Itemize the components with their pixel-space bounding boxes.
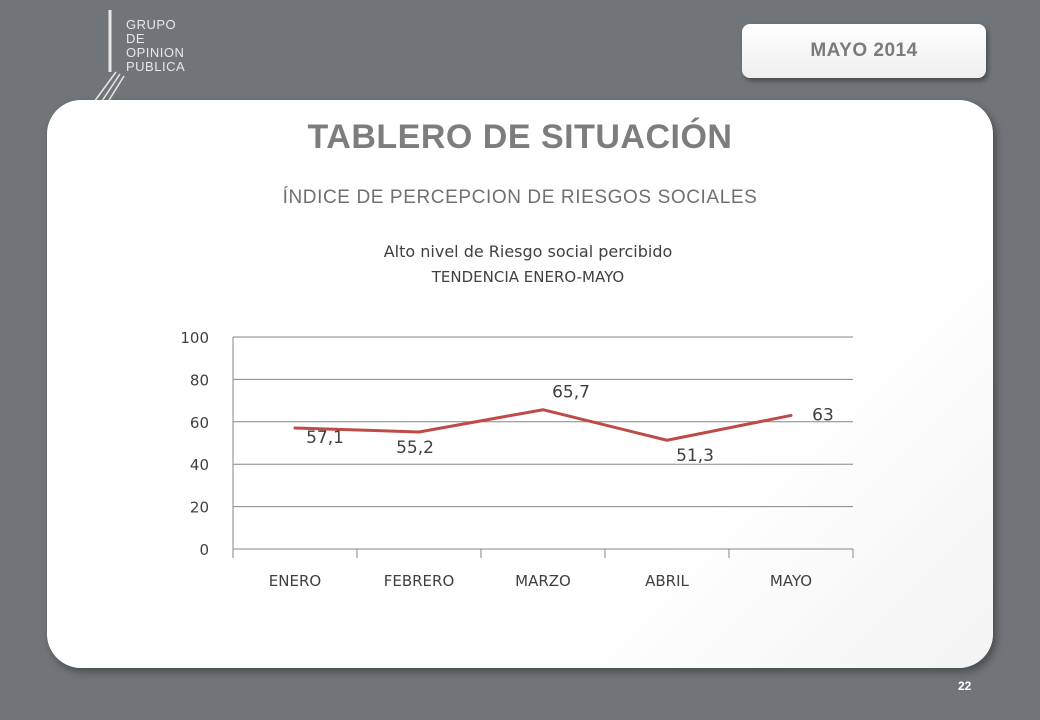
y-tick-label: 0 (199, 541, 209, 559)
x-tick-label: MAYO (770, 572, 812, 590)
page-subtitle: ÍNDICE DE PERCEPCION DE RIESGOS SOCIALES (282, 187, 758, 208)
logo: GRUPO DE OPINION PUBLICA (88, 10, 228, 105)
data-label: 57,1 (306, 428, 344, 448)
page-title: TABLERO DE SITUACIÓN (307, 118, 733, 156)
y-tick-label: 60 (190, 414, 209, 432)
chart-subtitle: TENDENCIA ENERO-MAYO (431, 268, 625, 286)
y-tick-label: 20 (190, 499, 209, 517)
data-label: 55,2 (396, 438, 434, 458)
x-tick-label: FEBRERO (384, 572, 455, 590)
logo-line-3: OPINION (126, 45, 185, 60)
date-badge: MAYO 2014 (742, 24, 986, 78)
x-tick-label: ENERO (269, 572, 321, 590)
page-number: 22 (958, 679, 972, 693)
chart-title: Alto nivel de Riesgo social percibido (383, 242, 673, 261)
series-line (293, 408, 793, 442)
content-card (47, 100, 993, 668)
data-label: 51,3 (676, 446, 714, 466)
data-label: 65,7 (552, 383, 590, 403)
logo-text: GRUPO DE OPINION PUBLICA (126, 18, 185, 74)
logo-line-1: GRUPO (126, 17, 177, 32)
y-tick-label: 40 (190, 456, 209, 474)
y-tick-label: 80 (190, 371, 209, 389)
y-tick-label: 100 (180, 329, 209, 347)
x-tick-label: MARZO (515, 572, 571, 590)
logo-line-2: DE (126, 31, 146, 46)
x-tick-label: ABRIL (645, 572, 689, 590)
logo-line-4: PUBLICA (126, 59, 186, 74)
data-label: 63 (812, 405, 834, 425)
